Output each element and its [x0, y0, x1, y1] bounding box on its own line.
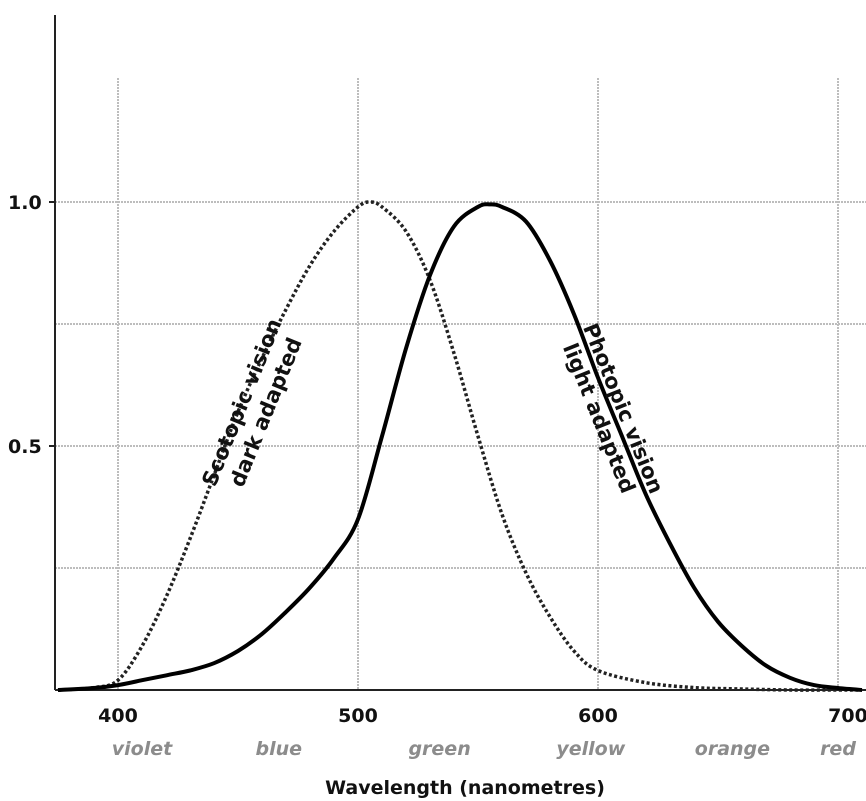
y-tick-label: 0.5: [8, 436, 42, 458]
x-axis-title: Wavelength (nanometres): [325, 777, 605, 799]
scotopic-curve: [57, 200, 862, 692]
tick-labels: 400 500 600 700 1.0 0.5: [8, 192, 866, 727]
x-tick-label: 400: [98, 705, 138, 727]
color-band-label: violet: [112, 738, 173, 760]
color-band-label: green: [408, 738, 470, 760]
photopic-curve: [57, 202, 863, 692]
x-tick-label: 600: [578, 705, 618, 727]
color-band-label: orange: [695, 738, 770, 760]
color-band-labels: violet blue green yellow orange red: [112, 738, 857, 760]
color-band-label: red: [820, 738, 856, 760]
series-curves: [57, 200, 863, 692]
color-band-label: blue: [256, 738, 303, 760]
y-tick-label: 1.0: [8, 192, 42, 214]
grid-lines: [55, 78, 866, 690]
color-band-label: yellow: [556, 738, 625, 760]
axes: [49, 15, 866, 691]
x-tick-label: 700: [828, 705, 866, 727]
x-tick-label: 500: [338, 705, 378, 727]
